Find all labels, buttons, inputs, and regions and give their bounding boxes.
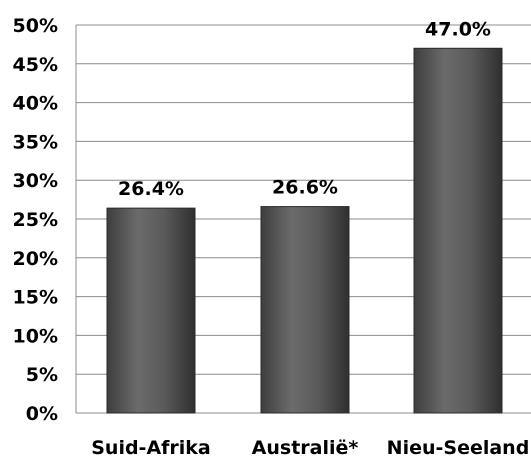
bar xyxy=(106,207,196,414)
y-tick-label: 10% xyxy=(13,325,58,347)
y-tick-label: 35% xyxy=(13,131,58,153)
category-label: Nieu-Seeland xyxy=(387,437,530,459)
y-tick-label: 20% xyxy=(13,248,58,270)
bar xyxy=(260,206,350,414)
data-label: 26.4% xyxy=(118,178,184,200)
y-tick-label: 40% xyxy=(13,93,58,115)
data-label: 47.0% xyxy=(425,18,491,40)
data-labels: 26.4% 26.6% 47.0% xyxy=(118,18,491,200)
y-tick-label: 25% xyxy=(13,209,58,231)
y-axis-tick-labels: 0% 5% 10% 15% 20% 25% 30% 35% 40% 45% 50% xyxy=(13,15,58,425)
y-tick-label: 5% xyxy=(26,364,58,386)
y-tick-label: 0% xyxy=(26,403,58,425)
category-label: Australië* xyxy=(252,437,359,459)
y-tick-label: 45% xyxy=(13,54,58,76)
category-label: Suid-Afrika xyxy=(91,437,211,459)
y-tick-label: 30% xyxy=(13,170,58,192)
bars xyxy=(106,47,503,414)
data-label: 26.6% xyxy=(272,177,338,199)
y-tick-label: 15% xyxy=(13,287,58,309)
bar xyxy=(413,47,503,414)
y-tick-label: 50% xyxy=(13,15,58,37)
x-axis-category-labels: Suid-Afrika Australië* Nieu-Seeland xyxy=(91,437,529,459)
